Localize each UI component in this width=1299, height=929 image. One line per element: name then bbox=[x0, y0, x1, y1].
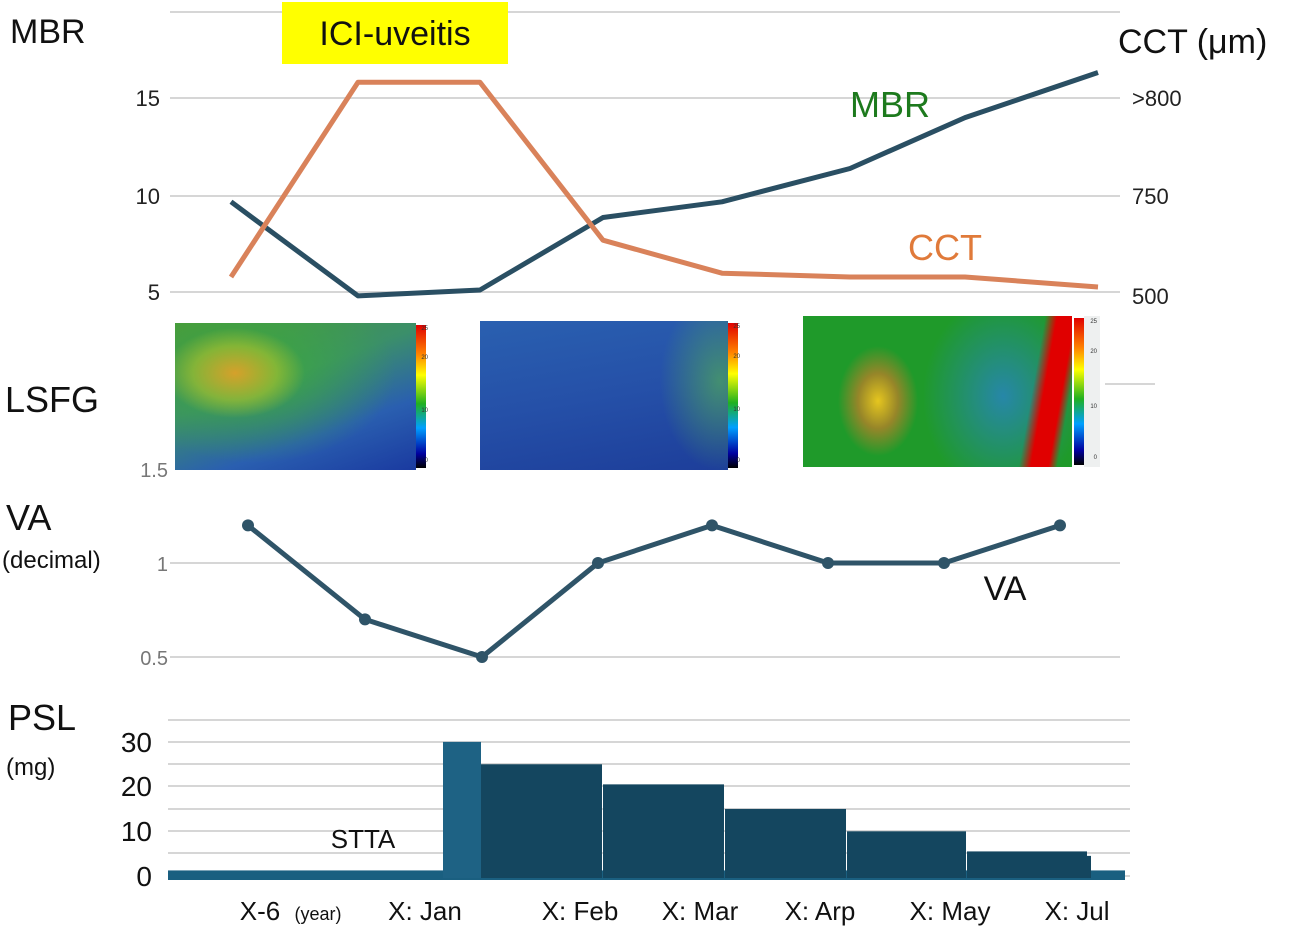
series-line-mbr bbox=[229, 70, 1099, 299]
series-label-va: VA bbox=[984, 570, 1027, 608]
series-line-cct bbox=[228, 79, 1099, 290]
annotation-highlight bbox=[282, 2, 508, 64]
lsfg-image-1: 25 20 10 0 bbox=[175, 323, 428, 470]
colorbar-tick: 0 bbox=[1093, 454, 1097, 461]
psl-axis-subtitle: (mg) bbox=[6, 754, 55, 781]
colorbar-tick: 10 bbox=[733, 407, 740, 414]
y-tick-label: 5 bbox=[148, 280, 160, 305]
colorbar-tick: 20 bbox=[421, 355, 428, 362]
y-tick-label-right: >800 bbox=[1132, 86, 1182, 111]
colorbar-tick: 25 bbox=[1090, 319, 1097, 326]
lsfg-label: LSFG bbox=[5, 379, 99, 420]
va-axis-title: VA bbox=[6, 497, 51, 538]
y-tick-label-right: 500 bbox=[1132, 284, 1169, 309]
series-line-va bbox=[246, 522, 1061, 660]
colorbar-tick: 10 bbox=[421, 408, 428, 415]
y-tick-label: 0.5 bbox=[140, 648, 168, 670]
stta-label: STTA bbox=[331, 824, 396, 854]
psl-bar bbox=[967, 851, 1087, 878]
psl-axis-title: PSL bbox=[8, 697, 76, 738]
va-point bbox=[706, 519, 718, 532]
lsfg-image-3: 25 20 10 0 bbox=[803, 316, 1100, 467]
psl-bar bbox=[1087, 855, 1091, 878]
va-axis-subtitle: (decimal) bbox=[2, 547, 101, 574]
series-label-mbr: MBR bbox=[850, 84, 930, 125]
y-tick-label: 30 bbox=[121, 727, 152, 758]
x-tick-label: X: May bbox=[910, 896, 991, 926]
y-tick-label: 1 bbox=[157, 554, 168, 576]
psl-bar bbox=[847, 831, 966, 878]
colorbar-tick: 20 bbox=[733, 353, 740, 360]
x-tick-label-suffix: (year) bbox=[294, 904, 341, 924]
psl-bar bbox=[481, 764, 602, 878]
y-tick-label: 20 bbox=[121, 771, 152, 802]
psl-bar bbox=[443, 741, 481, 878]
va-point bbox=[592, 557, 604, 569]
right-axis-title: CCT (μm) bbox=[1118, 23, 1267, 61]
va-point bbox=[1054, 519, 1066, 532]
annotation-label: ICI-uveitis bbox=[319, 15, 470, 53]
colorbar-tick: 10 bbox=[1090, 403, 1097, 410]
x-tick-label: X: Jul bbox=[1044, 896, 1109, 926]
va-point bbox=[476, 651, 488, 663]
colorbar-tick: 25 bbox=[421, 325, 428, 332]
series-label-cct: CCT bbox=[908, 227, 982, 268]
y-tick-label: 10 bbox=[121, 816, 152, 847]
va-point bbox=[359, 613, 371, 626]
x-tick-label: X: Mar bbox=[662, 896, 739, 926]
y-tick-label: 15 bbox=[136, 86, 160, 111]
colorbar-tick: 0 bbox=[424, 458, 428, 465]
colorbar-tick: 25 bbox=[733, 323, 740, 330]
x-tick-label: X: Arp bbox=[785, 896, 856, 926]
y-tick-label: 10 bbox=[136, 184, 160, 209]
y-tick-label-right: 750 bbox=[1132, 184, 1169, 209]
lsfg-image-2: 25 20 10 0 bbox=[480, 321, 740, 470]
colorbar-tick: 20 bbox=[1090, 349, 1097, 356]
y-tick-label: 0 bbox=[136, 861, 152, 892]
y-tick-label: 1.5 bbox=[140, 460, 168, 482]
colorbar-tick: 0 bbox=[736, 458, 740, 465]
left-axis-title: MBR bbox=[10, 13, 86, 51]
x-tick-label: X: Feb bbox=[542, 896, 619, 926]
va-point bbox=[822, 557, 834, 569]
psl-bar bbox=[603, 784, 724, 878]
psl-bar bbox=[725, 808, 846, 878]
x-tick-label: X: Jan bbox=[388, 896, 462, 926]
x-tick-label: X-6 bbox=[240, 896, 280, 926]
va-point bbox=[938, 557, 950, 569]
va-point bbox=[242, 519, 254, 532]
